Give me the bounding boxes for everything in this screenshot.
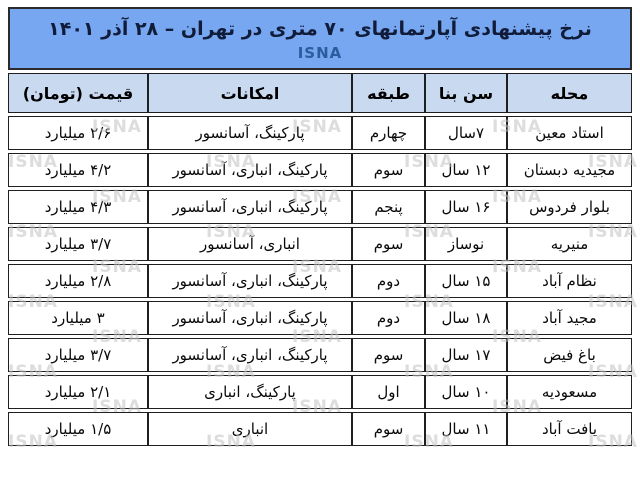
cell-price: ۴/۲ میلیارد xyxy=(8,153,148,187)
header-cell-amenities: امکانات xyxy=(148,73,352,113)
apartment-price-table: محله سن بنا طبقه امکانات قیمت (تومان) اس… xyxy=(8,70,632,449)
cell-price: ۳/۷ میلیارد xyxy=(8,338,148,372)
header-cell-price: قیمت (تومان) xyxy=(8,73,148,113)
table-row: مجید آباد ۱۸ سال دوم پارکینگ، انباری، آسانس… xyxy=(8,301,632,335)
table-header-row: محله سن بنا طبقه امکانات قیمت (تومان) xyxy=(8,73,632,113)
cell-neighborhood: نظام آباد xyxy=(507,264,632,298)
cell-amenities: پارکینگ، انباری، آسانسور xyxy=(148,190,352,224)
cell-price: ۲/۶ میلیارد xyxy=(8,116,148,150)
table-row: منیریه نوساز سوم انباری، آسانسور ۳/۷ میلیارد xyxy=(8,227,632,261)
page-title: نرخ پیشنهادی آپارتمانهای ۷۰ متری در تهرا… xyxy=(48,18,592,40)
cell-amenities: پارکینگ، آسانسور xyxy=(148,116,352,150)
table-row: باغ فیض ۱۷ سال سوم پارکینگ، انباری، آسانسور… xyxy=(8,338,632,372)
cell-amenities: پارکینگ، انباری، آسانسور xyxy=(148,264,352,298)
cell-price: ۲/۸ میلیارد xyxy=(8,264,148,298)
cell-floor: سوم xyxy=(352,227,425,261)
table-row: استاد معین ۷سال چهارم پارکینگ، آسانسور ۲/۶ م… xyxy=(8,116,632,150)
cell-age: نوساز xyxy=(425,227,507,261)
cell-age: ۱۶ سال xyxy=(425,190,507,224)
cell-floor: دوم xyxy=(352,301,425,335)
cell-neighborhood: مجید آباد xyxy=(507,301,632,335)
cell-price: ۴/۳ میلیارد xyxy=(8,190,148,224)
cell-age: ۷سال xyxy=(425,116,507,150)
cell-neighborhood: استاد معین xyxy=(507,116,632,150)
cell-floor: دوم xyxy=(352,264,425,298)
cell-age: ۱۲ سال xyxy=(425,153,507,187)
cell-amenities: پارکینگ، انباری، آسانسور xyxy=(148,153,352,187)
cell-floor: اول xyxy=(352,375,425,409)
cell-neighborhood: باغ فیض xyxy=(507,338,632,372)
cell-age: ۱۱ سال xyxy=(425,412,507,446)
cell-floor: چهارم xyxy=(352,116,425,150)
cell-floor: سوم xyxy=(352,153,425,187)
cell-price: ۱/۵ میلیارد xyxy=(8,412,148,446)
cell-neighborhood: مسعودیه xyxy=(507,375,632,409)
cell-age: ۱۸ سال xyxy=(425,301,507,335)
cell-age: ۱۰ سال xyxy=(425,375,507,409)
cell-amenities: پارکینگ، انباری xyxy=(148,375,352,409)
cell-price: ۳/۷ میلیارد xyxy=(8,227,148,261)
cell-amenities: انباری xyxy=(148,412,352,446)
table-row: نظام آباد ۱۵ سال دوم پارکینگ، انباری، آسانس… xyxy=(8,264,632,298)
cell-age: ۱۵ سال xyxy=(425,264,507,298)
cell-amenities: پارکینگ، انباری، آسانسور xyxy=(148,301,352,335)
cell-amenities: انباری، آسانسور xyxy=(148,227,352,261)
title-band: نرخ پیشنهادی آپارتمانهای ۷۰ متری در تهرا… xyxy=(8,7,632,70)
cell-floor: سوم xyxy=(352,412,425,446)
header-cell-floor: طبقه xyxy=(352,73,425,113)
isna-agency-label: ISNA xyxy=(297,44,343,62)
cell-price: ۲/۱ میلیارد xyxy=(8,375,148,409)
table-row: بلوار فردوس ۱۶ سال پنجم پارکینگ، انباری، آس… xyxy=(8,190,632,224)
cell-neighborhood: منیریه xyxy=(507,227,632,261)
cell-price: ۳ میلیارد xyxy=(8,301,148,335)
header-cell-age: سن بنا xyxy=(425,73,507,113)
header-cell-neighborhood: محله xyxy=(507,73,632,113)
cell-amenities: پارکینگ، انباری، آسانسور xyxy=(148,338,352,372)
cell-neighborhood: بلوار فردوس xyxy=(507,190,632,224)
table-row: مسعودیه ۱۰ سال اول پارکینگ، انباری ۲/۱ میلیا… xyxy=(8,375,632,409)
cell-neighborhood: یافت آباد xyxy=(507,412,632,446)
table-row: یافت آباد ۱۱ سال سوم انباری ۱/۵ میلیارد xyxy=(8,412,632,446)
cell-floor: سوم xyxy=(352,338,425,372)
cell-age: ۱۷ سال xyxy=(425,338,507,372)
table-row: مجیدیه دبستان ۱۲ سال سوم پارکینگ، انباری، آ… xyxy=(8,153,632,187)
cell-neighborhood: مجیدیه دبستان xyxy=(507,153,632,187)
cell-floor: پنجم xyxy=(352,190,425,224)
